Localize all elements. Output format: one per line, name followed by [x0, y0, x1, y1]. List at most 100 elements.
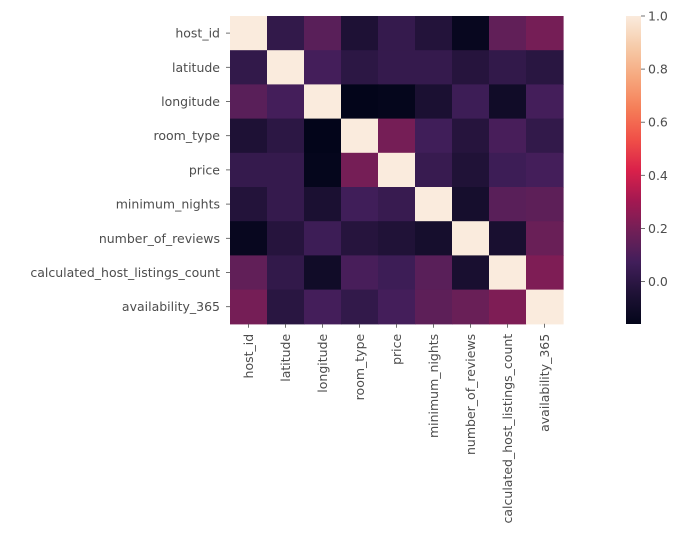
- heatmap-cell-minimum_nights-longitude: [304, 187, 342, 222]
- heatmap-cell-longitude-minimum_nights: [415, 84, 453, 120]
- heatmap-cell-price-host_id: [230, 152, 268, 188]
- heatmap-cell-room_type-price: [378, 118, 416, 154]
- heatmap-cell-number_of_reviews-availability_365: [526, 221, 564, 256]
- row-label-minimum_nights: minimum_nights: [116, 197, 220, 212]
- heatmap-cell-minimum_nights-price: [378, 187, 416, 222]
- colorbar-tick-label: 0.2: [648, 221, 668, 236]
- heatmap-cell-availability_365-minimum_nights: [415, 289, 453, 325]
- heatmap-cell-room_type-availability_365: [526, 118, 564, 154]
- heatmap-cell-longitude-latitude: [267, 84, 305, 120]
- heatmap-cell-number_of_reviews-host_id: [230, 221, 268, 256]
- heatmap-cell-longitude-room_type: [341, 84, 379, 120]
- heatmap-cells: [230, 16, 564, 325]
- column-label-calculated_host_listings_count: calculated_host_listings_count: [500, 334, 515, 524]
- row-label-number_of_reviews: number_of_reviews: [99, 231, 220, 246]
- heatmap-cell-calculated_host_listings_count-room_type: [341, 255, 379, 291]
- heatmap-cell-price-minimum_nights: [415, 152, 453, 188]
- heatmap-cell-minimum_nights-availability_365: [526, 187, 564, 222]
- heatmap-cell-latitude-minimum_nights: [415, 50, 453, 85]
- column-label-price: price: [389, 334, 404, 365]
- heatmap-cell-availability_365-calculated_host_listings_count: [489, 289, 527, 325]
- heatmap-cell-minimum_nights-room_type: [341, 187, 379, 222]
- column-label-room_type: room_type: [352, 333, 367, 400]
- heatmap-cell-longitude-availability_365: [526, 84, 564, 120]
- heatmap-cell-host_id-longitude: [304, 16, 342, 51]
- heatmap-cell-number_of_reviews-minimum_nights: [415, 221, 453, 256]
- colorbar: 1.0 0.8 0.6 0.4 0.2 0.0: [626, 9, 668, 324]
- heatmap-cell-price-latitude: [267, 152, 305, 188]
- heatmap-cell-latitude-longitude: [304, 50, 342, 85]
- row-label-price: price: [189, 162, 220, 177]
- colorbar-tick-label: 1.0: [648, 9, 668, 24]
- heatmap-cell-host_id-calculated_host_listings_count: [489, 16, 527, 51]
- heatmap-cell-host_id-availability_365: [526, 16, 564, 51]
- heatmap-cell-price-availability_365: [526, 152, 564, 188]
- heatmap-cell-room_type-latitude: [267, 118, 305, 154]
- heatmap-cell-calculated_host_listings_count-minimum_nights: [415, 255, 453, 291]
- heatmap-cell-host_id-number_of_reviews: [452, 16, 490, 51]
- heatmap-cell-latitude-availability_365: [526, 50, 564, 85]
- heatmap-cell-calculated_host_listings_count-host_id: [230, 255, 268, 291]
- row-label-host_id: host_id: [175, 26, 220, 41]
- heatmap-cell-price-number_of_reviews: [452, 152, 490, 188]
- heatmap-cell-room_type-number_of_reviews: [452, 118, 490, 154]
- heatmap-cell-host_id-latitude: [267, 16, 305, 51]
- heatmap-cell-number_of_reviews-number_of_reviews: [452, 221, 490, 256]
- row-label-room_type: room_type: [153, 128, 220, 143]
- heatmap-cell-longitude-price: [378, 84, 416, 120]
- colorbar-gradient: [626, 16, 641, 324]
- heatmap-cell-longitude-host_id: [230, 84, 268, 120]
- heatmap-cell-calculated_host_listings_count-price: [378, 255, 416, 291]
- heatmap-cell-host_id-price: [378, 16, 416, 51]
- heatmap-cell-longitude-longitude: [304, 84, 342, 120]
- heatmap-cell-latitude-calculated_host_listings_count: [489, 50, 527, 85]
- colorbar-tick-label: 0.0: [648, 274, 668, 289]
- heatmap-cell-price-room_type: [341, 152, 379, 188]
- heatmap-cell-number_of_reviews-price: [378, 221, 416, 256]
- heatmap-cell-host_id-minimum_nights: [415, 16, 453, 51]
- column-label-minimum_nights: minimum_nights: [426, 334, 441, 438]
- row-label-longitude: longitude: [161, 94, 220, 109]
- heatmap-cell-room_type-room_type: [341, 118, 379, 154]
- column-label-host_id: host_id: [241, 334, 256, 379]
- heatmap-cell-availability_365-price: [378, 289, 416, 325]
- heatmap-cell-minimum_nights-calculated_host_listings_count: [489, 187, 527, 222]
- heatmap-cell-minimum_nights-minimum_nights: [415, 187, 453, 222]
- column-labels: host_id latitude longitude room_type price mi…: [241, 323, 552, 524]
- row-label-calculated_host_listings_count: calculated_host_listings_count: [30, 265, 220, 280]
- heatmap-cell-latitude-number_of_reviews: [452, 50, 490, 85]
- column-label-availability_365: availability_365: [537, 334, 552, 432]
- heatmap-cell-availability_365-number_of_reviews: [452, 289, 490, 325]
- heatmap-cell-longitude-number_of_reviews: [452, 84, 490, 120]
- column-label-number_of_reviews: number_of_reviews: [463, 334, 478, 455]
- row-label-latitude: latitude: [172, 60, 220, 75]
- heatmap-cell-price-price: [378, 152, 416, 188]
- heatmap-cell-calculated_host_listings_count-latitude: [267, 255, 305, 291]
- row-label-availability_365: availability_365: [122, 299, 220, 314]
- column-label-latitude: latitude: [278, 334, 293, 382]
- heatmap-cell-minimum_nights-host_id: [230, 187, 268, 222]
- heatmap-cell-host_id-host_id: [230, 16, 268, 51]
- heatmap-cell-room_type-calculated_host_listings_count: [489, 118, 527, 154]
- heatmap-cell-minimum_nights-latitude: [267, 187, 305, 222]
- heatmap-cell-availability_365-availability_365: [526, 289, 564, 325]
- heatmap-cell-latitude-price: [378, 50, 416, 85]
- heatmap-cell-room_type-longitude: [304, 118, 342, 154]
- heatmap-cell-minimum_nights-number_of_reviews: [452, 187, 490, 222]
- heatmap-cell-latitude-room_type: [341, 50, 379, 85]
- heatmap-cell-number_of_reviews-calculated_host_listings_count: [489, 221, 527, 256]
- heatmap-cell-calculated_host_listings_count-calculated_host_listings_count: [489, 255, 527, 291]
- colorbar-tick-label: 0.6: [648, 115, 668, 130]
- heatmap-cell-latitude-host_id: [230, 50, 268, 85]
- heatmap-cell-price-longitude: [304, 152, 342, 188]
- heatmap-cell-room_type-host_id: [230, 118, 268, 154]
- heatmap-cell-calculated_host_listings_count-longitude: [304, 255, 342, 291]
- heatmap-cell-price-calculated_host_listings_count: [489, 152, 527, 188]
- column-label-longitude: longitude: [315, 333, 330, 392]
- heatmap-cell-availability_365-host_id: [230, 289, 268, 325]
- heatmap-cell-calculated_host_listings_count-number_of_reviews: [452, 255, 490, 291]
- heatmap-cell-availability_365-room_type: [341, 289, 379, 325]
